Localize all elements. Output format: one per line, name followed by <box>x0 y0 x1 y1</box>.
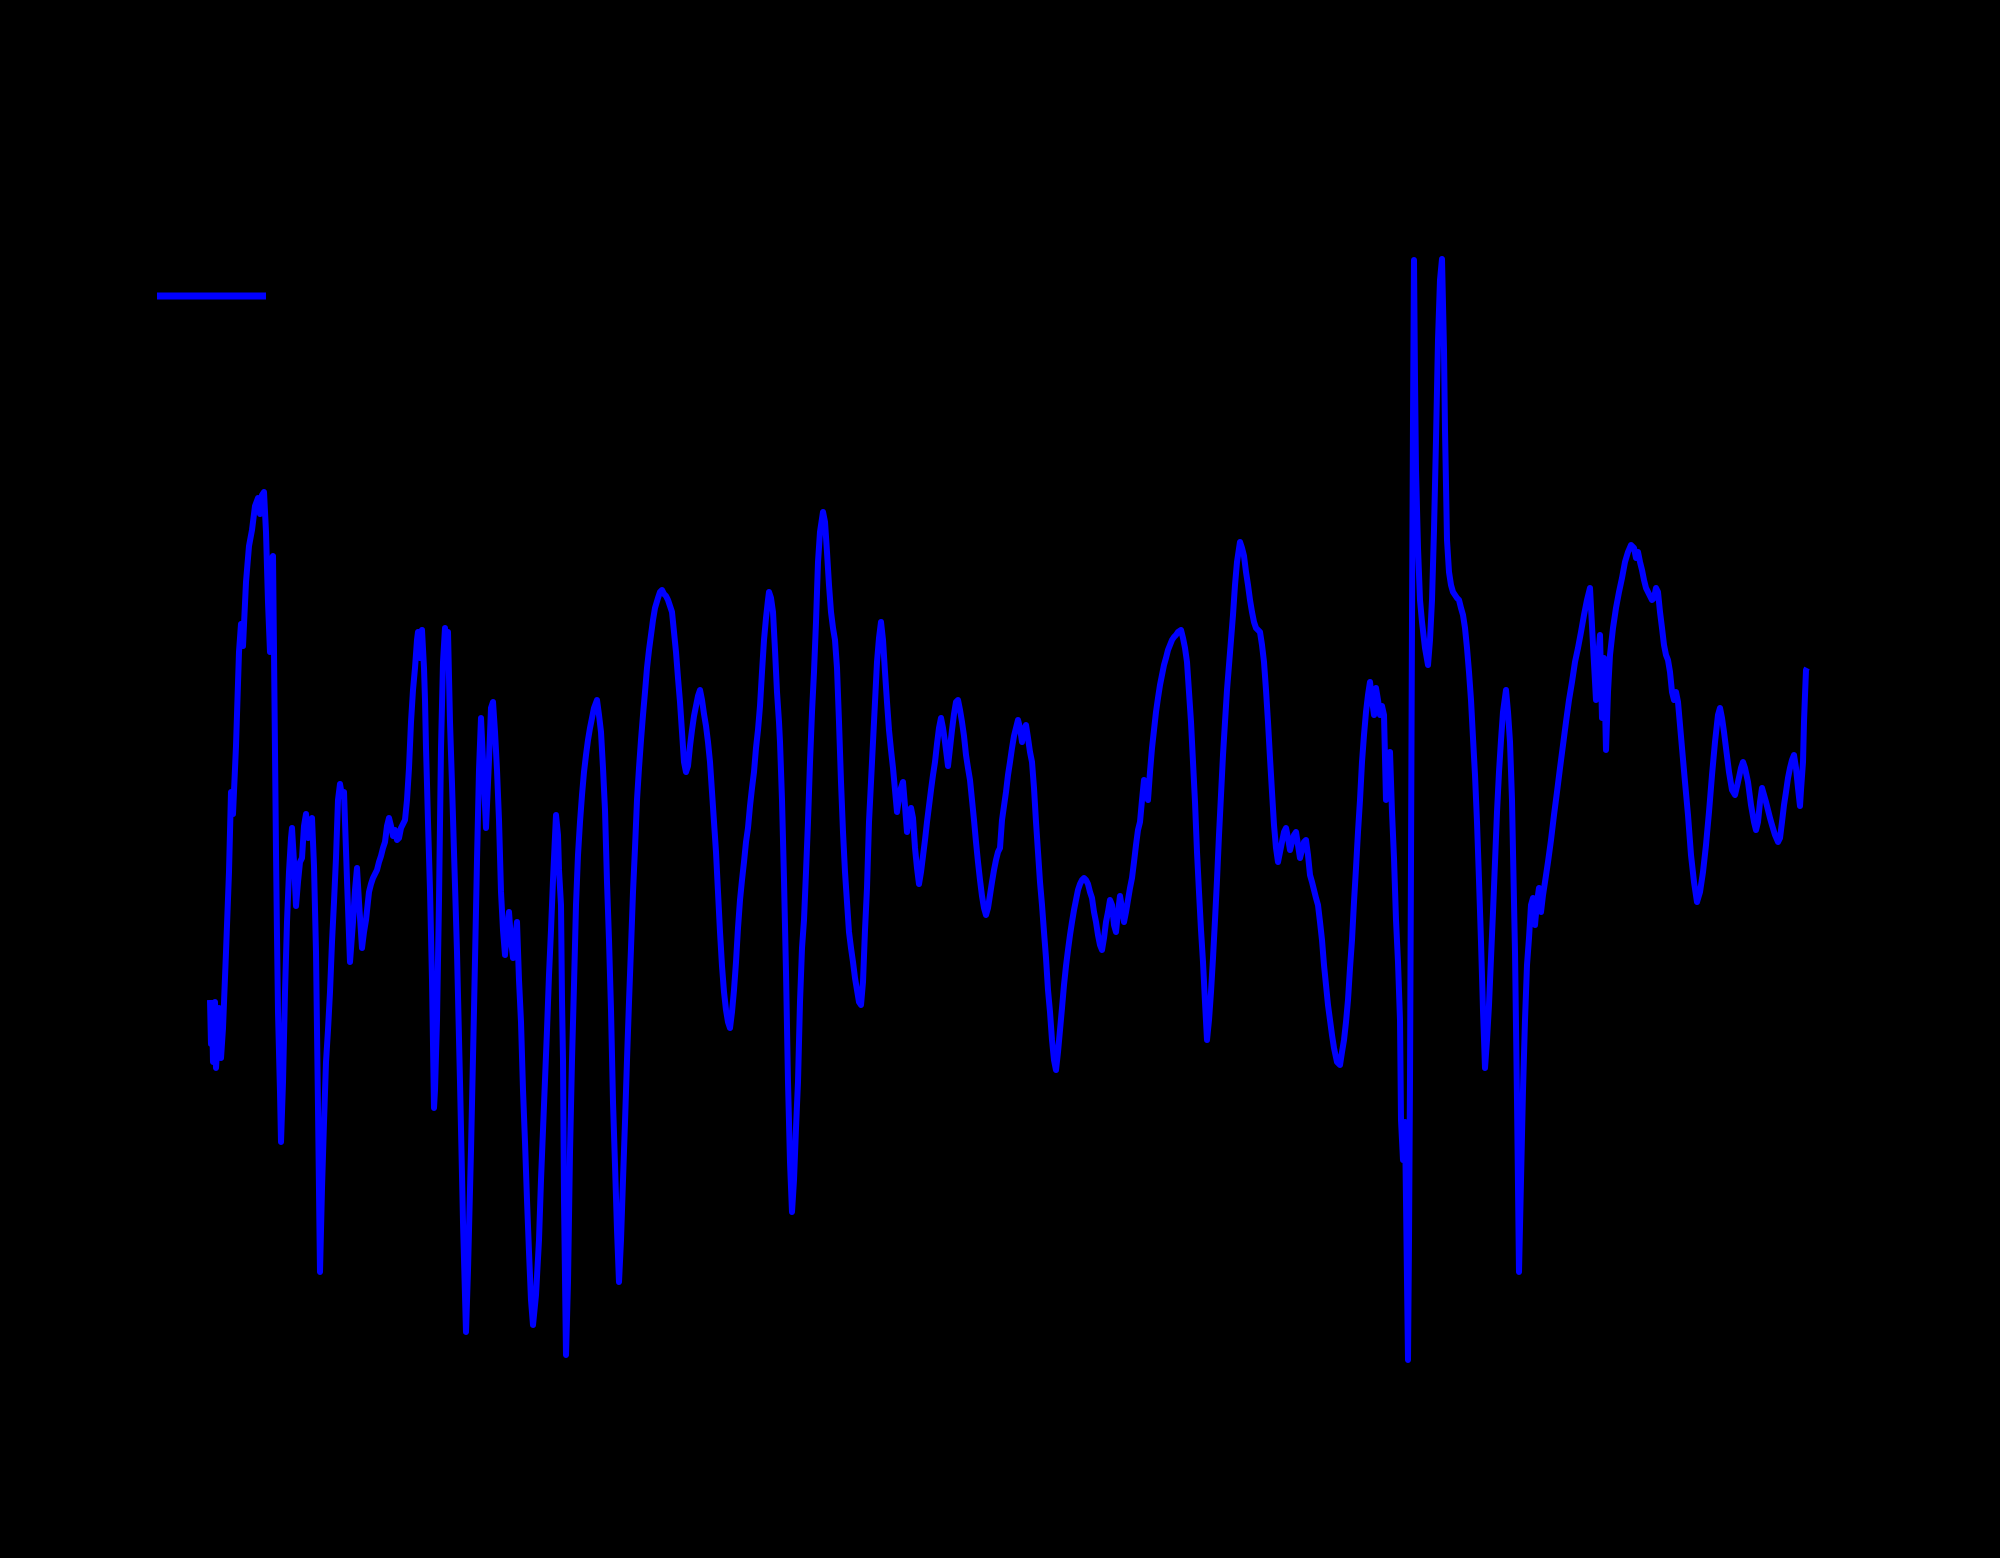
series-line <box>207 256 1810 1363</box>
